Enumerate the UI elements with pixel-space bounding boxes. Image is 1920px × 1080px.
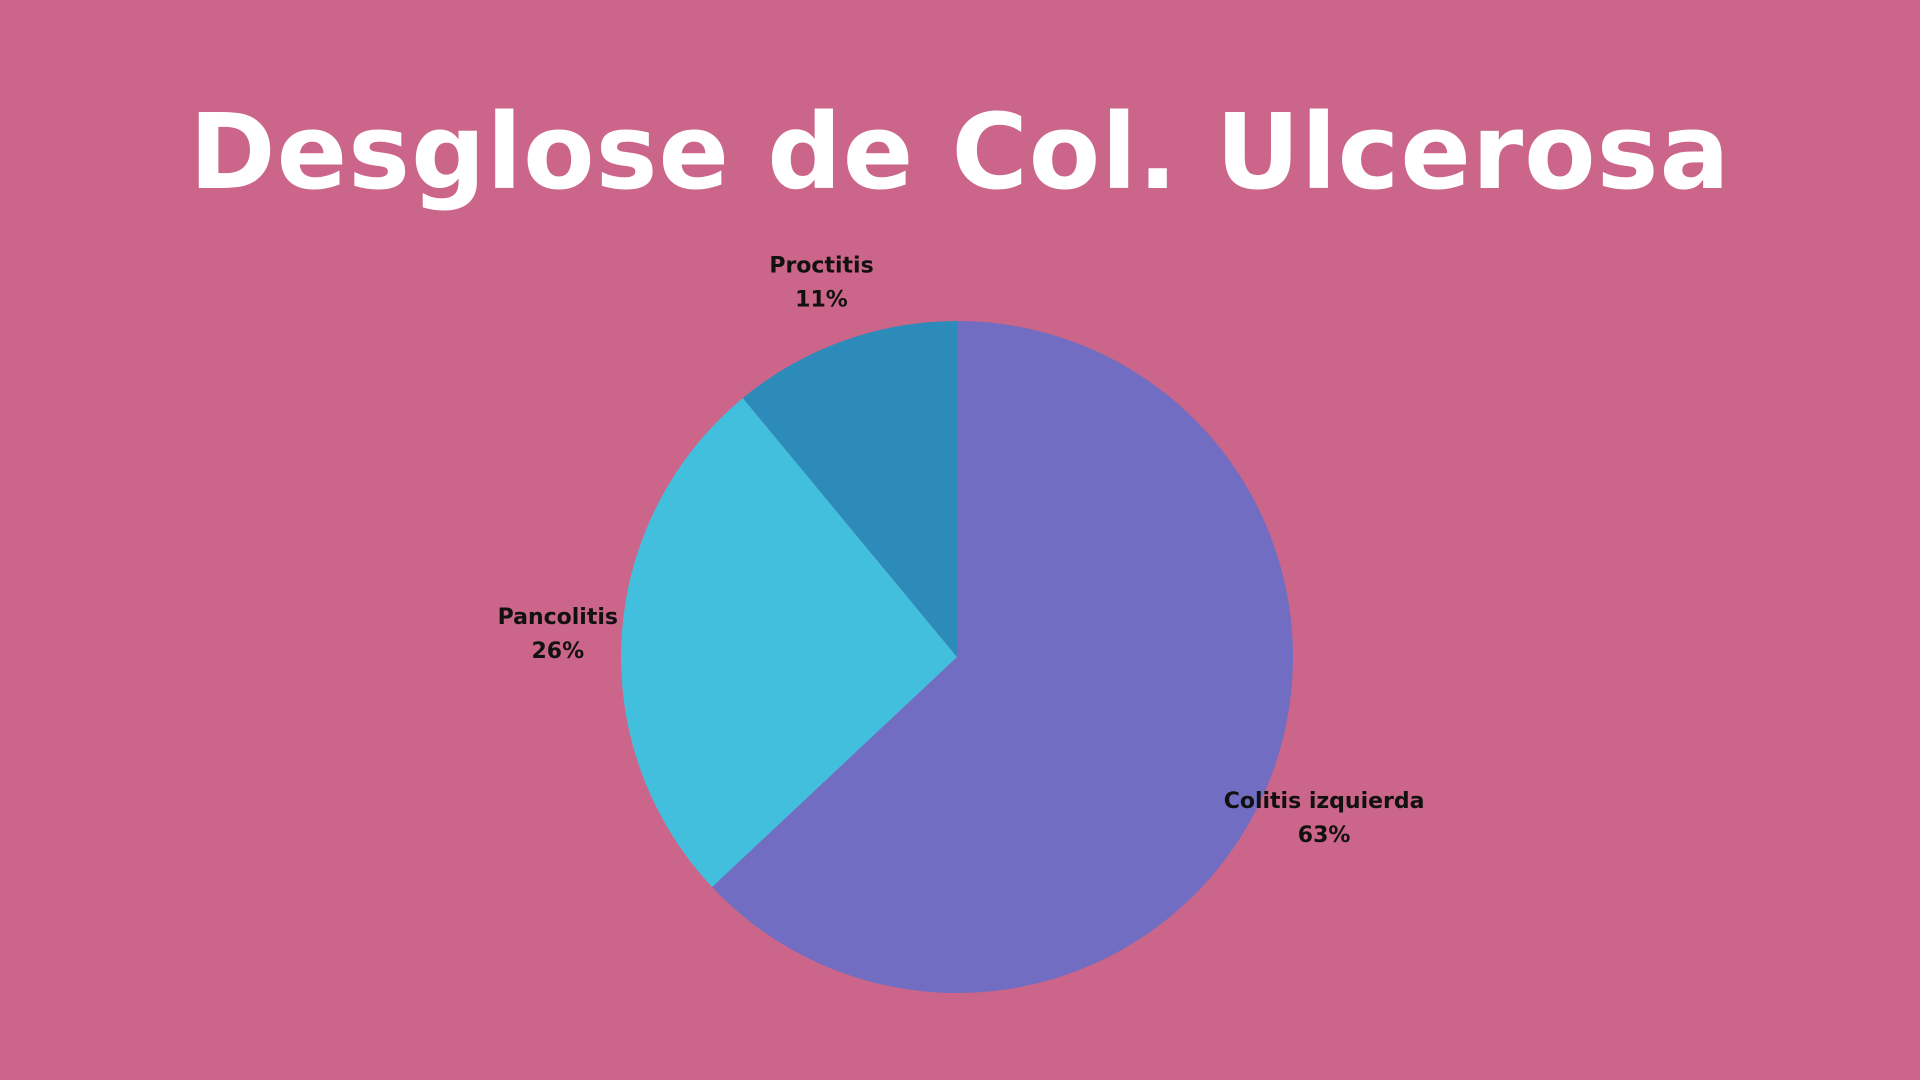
slice-name: Pancolitis xyxy=(498,605,618,630)
chart-title: Desglose de Col. Ulcerosa xyxy=(189,91,1731,213)
slice-percent: 11% xyxy=(795,288,848,313)
slice-name: Colitis izquierda xyxy=(1224,789,1425,814)
pie-slice-proctitis xyxy=(742,321,957,657)
slice-label-proctitis: Proctitis 11% xyxy=(769,254,873,313)
slice-label-pancolitis: Pancolitis 26% xyxy=(498,605,618,664)
slice-percent: 63% xyxy=(1298,823,1351,848)
slice-label-colitis-izquierda: Colitis izquierda 63% xyxy=(1224,789,1425,848)
pie-labels: Colitis izquierda 63% Pancolitis 26% Proctit… xyxy=(498,254,1425,848)
pie-slices xyxy=(621,321,1293,993)
pie-slice-pancolitis xyxy=(621,398,957,888)
pie-slice-colitis-izquierda xyxy=(712,321,1293,993)
slice-percent: 26% xyxy=(531,639,584,664)
slice-name: Proctitis xyxy=(769,254,873,279)
